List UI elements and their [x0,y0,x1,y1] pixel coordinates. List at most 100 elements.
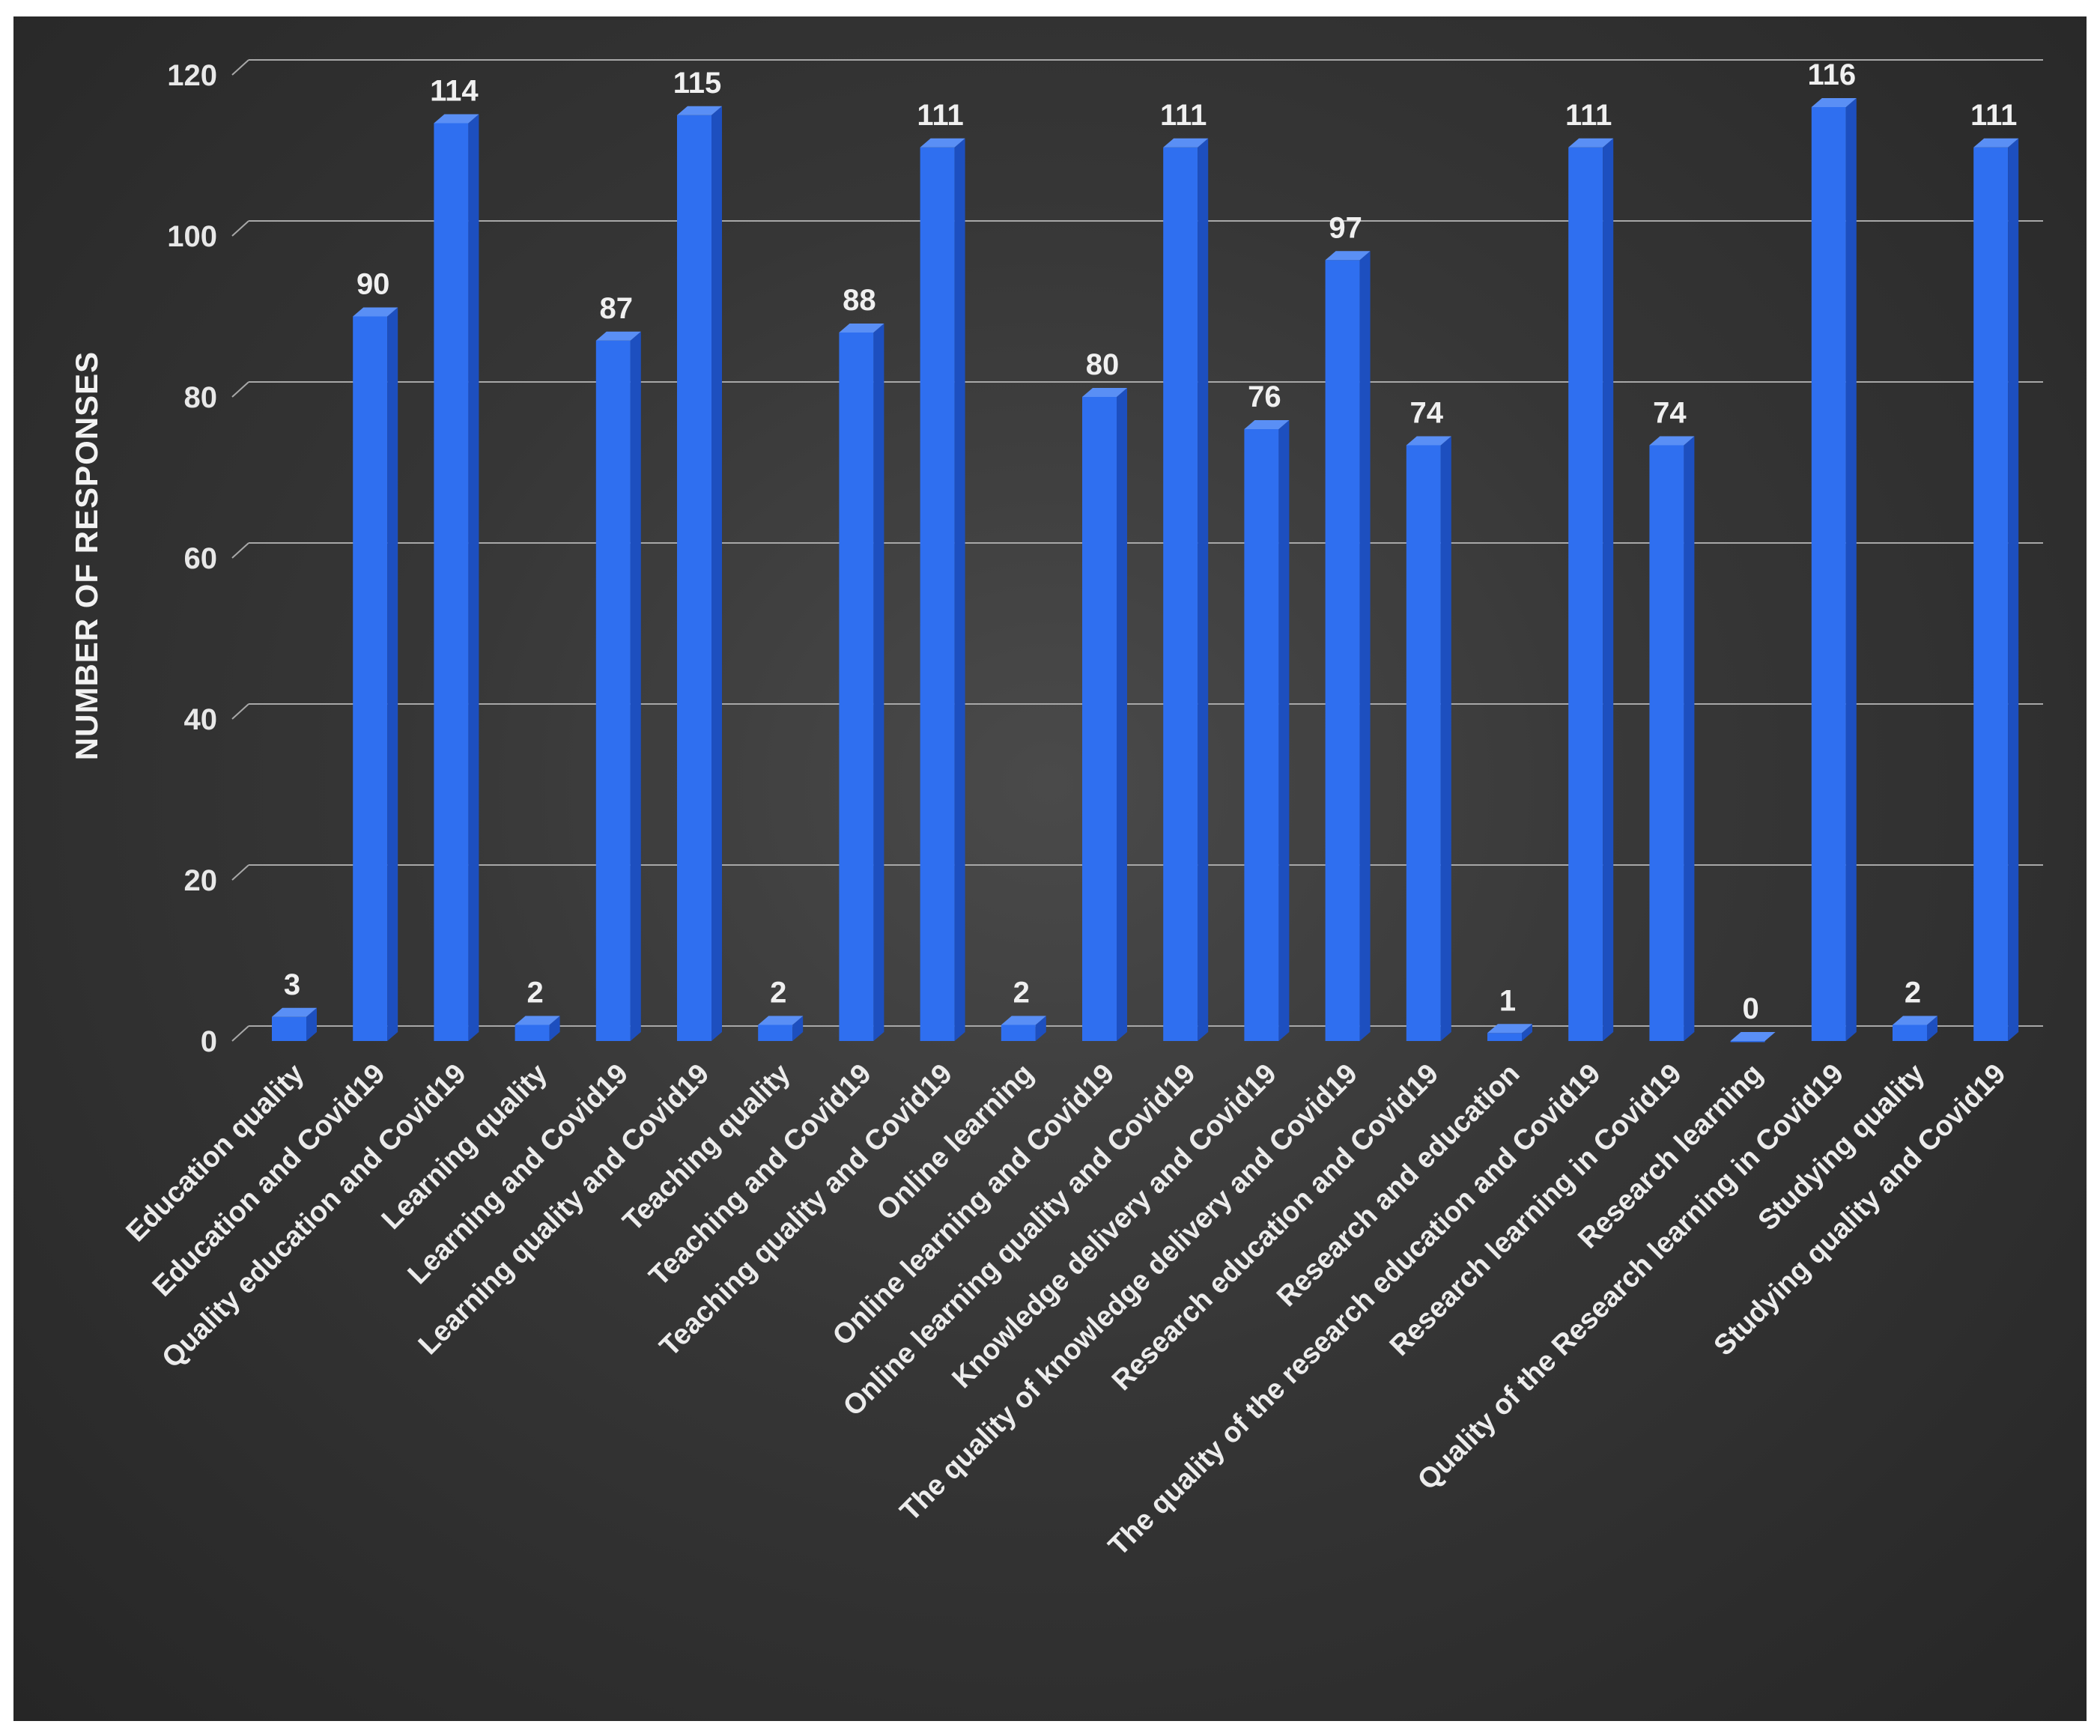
gridline-depth [231,703,249,720]
bar-front [920,147,955,1041]
bar [758,1016,804,1041]
bar-top [1244,420,1290,429]
data-label: 111 [1970,99,2017,132]
gridline-depth [231,542,249,559]
bar-side [711,106,722,1041]
bar-top [1730,1032,1776,1041]
bar-top [1893,1016,1937,1025]
y-tick-label: 60 [184,542,218,575]
bar-front [1325,260,1360,1041]
bar [1893,1016,1937,1041]
bar-top [515,1016,560,1025]
bar-side [630,331,641,1041]
bar-front [272,1016,306,1041]
bar-top [920,138,965,148]
chart-frame: 0 20 40 60 80 100 120 3 90 114 2 87 115 2 88 111 2 80 111… [13,16,2087,1721]
gridlines [231,59,2043,1042]
bar-front [1649,445,1684,1041]
bar-top [1325,251,1371,261]
x-category-label: Teaching quality and Covid19 [654,1058,959,1363]
data-label: 2 [526,977,543,1010]
data-label: 111 [1565,99,1612,132]
bar-front [758,1025,793,1041]
bar-side [1927,1016,1937,1041]
data-labels: 3901142871152881112801117697741111740116… [284,58,2017,1025]
bar-top [677,106,722,115]
bar-front [1568,147,1603,1041]
bar-top [353,307,398,317]
y-tick-label: 20 [184,864,218,897]
bar-side [1035,1016,1046,1041]
data-label: 115 [673,67,722,100]
gridline-depth [231,864,249,881]
data-label: 111 [1160,99,1207,132]
data-label: 2 [770,977,786,1010]
bar [1163,138,1209,1041]
bar-front [353,316,388,1041]
bar-top [1568,138,1614,148]
data-label: 90 [356,268,390,301]
bar-front [1163,147,1198,1041]
bar-side [954,138,965,1041]
bar-side [1278,420,1290,1041]
bar-top [1082,388,1127,397]
x-category-label: Studying quality and Covid19 [1708,1058,2012,1362]
bar [1811,98,1857,1041]
bar-side [1198,138,1209,1041]
bar [595,331,641,1041]
bar-front [1406,445,1441,1041]
gridline-depth [231,381,249,398]
bar [353,307,398,1041]
bar-side [792,1016,804,1041]
bar-side [1684,436,1695,1041]
bar-front [515,1025,550,1041]
bar [1487,1024,1532,1041]
bar-top [1163,138,1209,148]
bar-front [1244,429,1279,1041]
y-tick-label: 120 [167,59,217,92]
bar-front [677,115,711,1041]
data-label: 80 [1086,348,1120,381]
x-category-label: Research learning in Covid19 [1384,1058,1688,1362]
bar-side [1603,138,1614,1041]
bar-front [595,340,631,1041]
bar [1325,251,1371,1041]
data-label: 74 [1410,397,1444,430]
y-tick-label: 80 [184,381,218,414]
bar-side [1522,1024,1532,1041]
data-label: 88 [843,284,876,317]
bar-front [1730,1041,1765,1042]
bar [1406,436,1451,1041]
x-category-label: Learning quality and Covid19 [413,1058,715,1361]
gridline-depth [231,1025,249,1042]
bar-front [1973,147,2009,1041]
bar [1568,138,1614,1041]
bar [434,114,479,1041]
bar [515,1016,560,1041]
bar-side [873,324,884,1041]
data-label: 1 [1499,984,1516,1017]
data-label: 114 [430,75,479,108]
bars [272,98,2019,1042]
bar-side [306,1007,317,1041]
gridline-depth [231,59,249,76]
data-label: 116 [1808,58,1857,91]
bar-front [839,333,874,1041]
bar-side [387,307,398,1041]
gridline-depth [231,220,249,237]
data-label: 2 [1013,977,1030,1010]
bar [1730,1032,1776,1042]
bar [677,106,722,1041]
bar-side [468,114,479,1041]
bar-top [595,331,641,341]
bar-front [1893,1025,1927,1041]
bar-side [2008,138,2019,1041]
y-tick-label: 40 [184,703,218,736]
bar-top [1811,98,1857,107]
bar-top [1973,138,2019,148]
bar [1001,1016,1046,1041]
bar [920,138,965,1041]
y-axis-title: NUMBER OF RESPONSES [69,351,104,760]
data-label: 111 [917,99,963,132]
